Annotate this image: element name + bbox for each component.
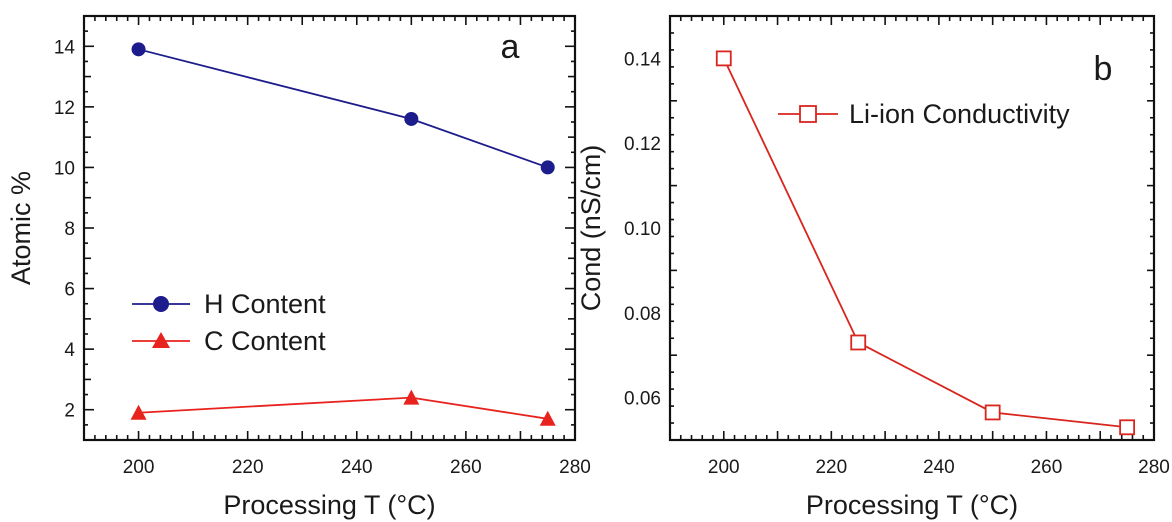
data-point-li-ion-conductivity [850,334,867,351]
x-tick-label: 280 [1138,457,1170,478]
legend-li-ion-conductivity-marker [799,105,817,123]
data-point-h-content [540,160,555,175]
series-line-1 [138,396,548,420]
data-point-li-ion-conductivity [1119,419,1136,436]
panel-b-ticks [669,15,1155,441]
data-point-li-ion-conductivity [984,404,1001,421]
data-point-c-content [539,410,556,426]
series-line-0 [722,58,1128,429]
y-tick-label: 0.08 [624,304,661,325]
legend-c-content-marker [152,332,170,348]
panel-a-letter: a [501,28,520,66]
y-tick-label: 8 [64,219,75,240]
data-point-c-content [403,389,420,405]
panel-a-x-axis-title: Processing T (°C) [223,490,435,520]
y-tick-label: 0.06 [624,389,661,410]
panel-b-series [715,50,1136,436]
x-tick-label: 240 [923,457,955,478]
data-point-c-content [130,404,147,420]
panel-b-letter: b [1094,50,1113,88]
y-tick-label: 2 [64,401,75,422]
panel-b-x-axis-title: Processing T (°C) [806,490,1018,520]
panel-b-plot-frame [668,14,1156,442]
data-point-h-content [404,111,419,126]
panel-a-legend: H Content C Content [132,289,326,356]
x-tick-label: 200 [123,457,155,478]
x-tick-label: 280 [559,457,591,478]
data-point-li-ion-conductivity [715,50,732,67]
y-tick-label: 6 [64,280,75,301]
legend-c-content-label: C Content [204,326,326,356]
y-tick-label: 0.14 [624,49,661,70]
x-tick-label: 240 [341,457,373,478]
y-tick-label: 10 [54,158,75,179]
legend-li-ion-conductivity-label: Li-ion Conductivity [849,99,1070,129]
x-tick-label: 260 [1031,457,1063,478]
panel-b-tick-labels: 200 220 240 260 280 0.06 0.08 0.10 0.12 0.14 [624,49,1170,478]
legend-item-h-content: H Content [132,289,326,319]
legend-item-c-content: C Content [132,326,326,356]
legend-item-li-ion-conductivity: Li-ion Conductivity [778,99,1070,129]
y-tick-label: 14 [54,37,76,58]
panel-a-series [130,42,556,426]
x-tick-label: 220 [815,457,847,478]
y-tick-label: 12 [54,98,75,119]
panel-b: 200 220 240 260 280 0.06 0.08 0.10 0.12 0.14 Proc… [576,14,1170,520]
panel-b-legend: Li-ion Conductivity [778,99,1070,129]
legend-h-content-marker [153,296,169,312]
series-line-0 [138,48,549,169]
panel-a-ticks [83,15,576,441]
data-point-h-content [131,42,146,57]
y-tick-label: 0.10 [624,219,661,240]
panel-a-y-axis-title: Atomic % [6,171,36,285]
x-tick-label: 260 [450,457,482,478]
y-tick-label: 0.12 [624,134,661,155]
panel-a-tick-labels: 200 220 240 260 280 2 4 6 8 10 12 14 [54,37,591,478]
panel-a: 200 220 240 260 280 2 4 6 8 10 12 14 Processing T (… [6,14,591,520]
legend-h-content-label: H Content [204,289,326,319]
y-tick-label: 4 [64,340,75,361]
x-tick-label: 200 [708,457,740,478]
panel-b-y-axis-title: Cond (nS/cm) [576,145,606,312]
x-tick-label: 220 [232,457,264,478]
panel-a-plot-frame [82,14,577,442]
